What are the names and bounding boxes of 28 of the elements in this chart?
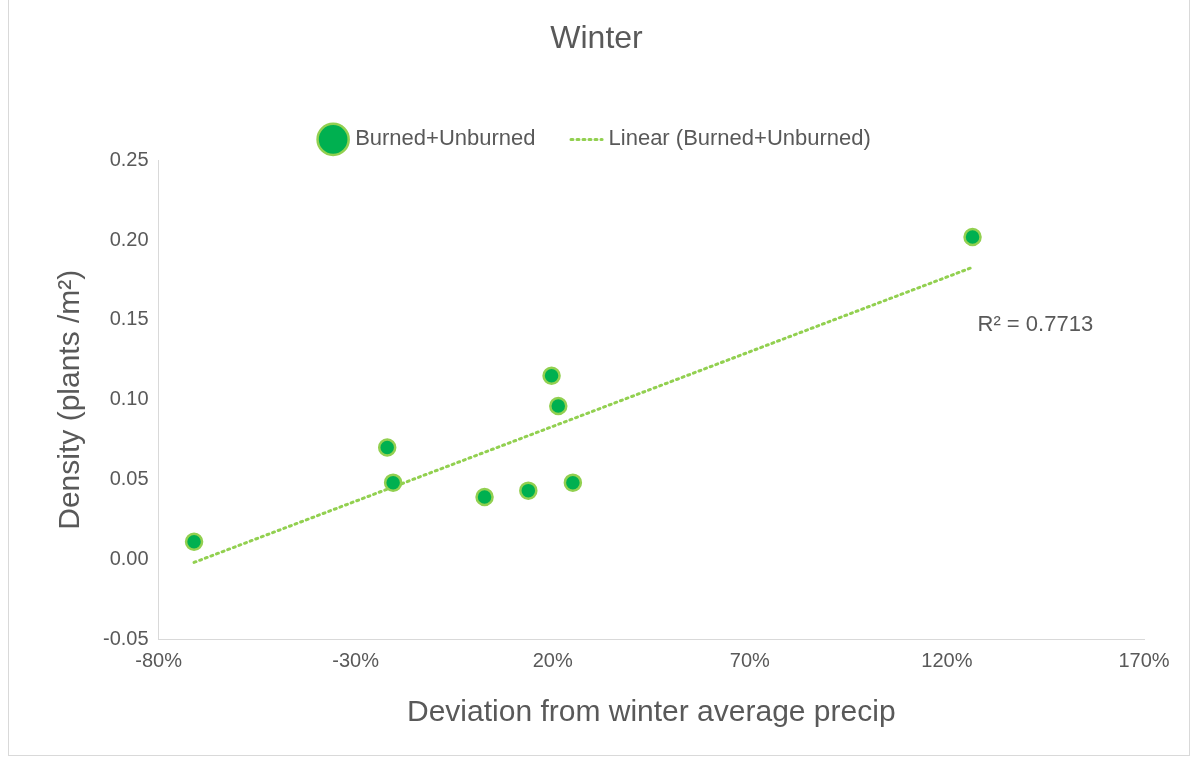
x-tick-label: 170%: [1118, 648, 1170, 671]
y-tick-label: 0.20: [109, 227, 149, 250]
point: [184, 532, 204, 551]
x-tick-label: -30%: [332, 648, 380, 671]
legend-label: Linear (Burned+Unburned): [608, 125, 871, 151]
y-tick-label: 0.10: [109, 387, 149, 410]
y-tick-label: -0.05: [102, 626, 149, 649]
point: [563, 473, 583, 492]
x-tick-label: -80%: [135, 648, 183, 671]
annotation: R² = 0.7713: [977, 311, 1094, 337]
x-tick-label: 20%: [532, 648, 573, 671]
point: [377, 438, 397, 457]
y-axis-title: Density (plants /m²): [52, 269, 86, 530]
x-axis-title: Deviation from winter average precip: [407, 694, 896, 728]
y-tick-label: 0.05: [109, 466, 149, 489]
y-tick-label: 0.25: [109, 147, 149, 170]
chart-title: Winter: [550, 19, 644, 56]
point: [963, 227, 982, 247]
x-tick-label: 70%: [729, 648, 771, 671]
point: [475, 487, 494, 507]
x-tick-label: 120%: [921, 648, 973, 671]
point: [549, 396, 568, 416]
legend-label: Burned+Unburned: [355, 125, 536, 151]
y-tick-label: 0.15: [109, 307, 149, 330]
y-tick-label: 0.00: [109, 546, 149, 569]
point: [383, 473, 403, 492]
point: [519, 481, 538, 500]
point: [542, 366, 561, 386]
